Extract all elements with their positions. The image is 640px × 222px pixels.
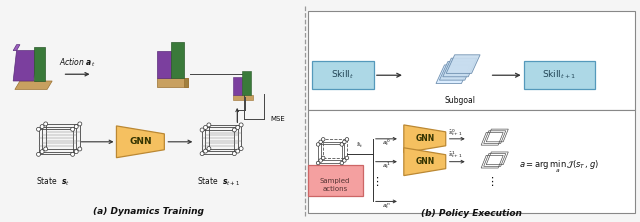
Text: GNN: GNN [129,137,152,146]
Circle shape [204,149,207,153]
Circle shape [70,127,75,131]
Circle shape [74,150,78,154]
Circle shape [36,127,40,131]
Text: State  $\boldsymbol{s}_t$: State $\boldsymbol{s}_t$ [36,175,70,188]
Text: GNN: GNN [415,157,435,166]
Bar [308,165,363,196]
Polygon shape [440,61,474,80]
Polygon shape [233,77,243,95]
Circle shape [232,152,236,156]
Text: State  $\boldsymbol{s}_{t+1}$: State $\boldsymbol{s}_{t+1}$ [196,175,240,188]
Circle shape [345,156,349,160]
Circle shape [36,152,40,156]
Text: MSE: MSE [270,116,285,122]
Text: actions: actions [323,186,348,192]
Circle shape [200,152,204,156]
Circle shape [78,147,82,151]
Circle shape [207,123,211,127]
Text: Sampled: Sampled [320,178,350,184]
Circle shape [204,125,207,129]
Text: $a_t^0$: $a_t^0$ [381,138,390,149]
Polygon shape [13,51,37,81]
Text: $\hat{s}_{t+1}^0$: $\hat{s}_{t+1}^0$ [449,127,463,138]
Circle shape [345,138,349,141]
Polygon shape [443,58,477,77]
Bar [308,110,636,213]
Circle shape [40,150,44,154]
Circle shape [40,125,44,129]
Text: $a = \arg\min_a \,\mathcal{J}(s_T, g)$: $a = \arg\min_a \,\mathcal{J}(s_T, g)$ [520,159,600,175]
Circle shape [70,152,75,156]
Text: $\vdots$: $\vdots$ [486,175,493,188]
Circle shape [321,138,325,141]
Polygon shape [243,71,251,95]
Bar [524,61,595,89]
Polygon shape [233,95,253,100]
Text: $a_t^1$: $a_t^1$ [381,161,390,171]
Text: (a) Dynamics Training: (a) Dynamics Training [93,207,204,216]
Polygon shape [13,45,20,51]
Circle shape [44,147,48,151]
Polygon shape [33,47,45,81]
Text: Subgoal: Subgoal [444,95,475,105]
Text: Skill$_{t+1}$: Skill$_{t+1}$ [542,69,577,81]
Text: Action $\boldsymbol{a}_t$: Action $\boldsymbol{a}_t$ [60,57,96,69]
Circle shape [321,156,325,160]
Circle shape [74,125,78,129]
Text: Skill$_t$: Skill$_t$ [332,69,355,81]
Bar [312,61,374,89]
Circle shape [236,149,240,153]
Circle shape [319,140,323,144]
Polygon shape [446,55,480,73]
Circle shape [342,140,346,144]
Polygon shape [157,78,188,87]
Circle shape [200,128,204,132]
Circle shape [319,159,323,162]
Circle shape [236,125,240,129]
Text: $\hat{s}_t$: $\hat{s}_t$ [356,140,364,150]
Polygon shape [157,51,171,78]
Polygon shape [116,126,164,158]
Polygon shape [171,42,184,78]
Text: (b) Policy Execution: (b) Policy Execution [421,209,522,218]
Circle shape [239,147,243,151]
Text: $\hat{s}_{t+1}^1$: $\hat{s}_{t+1}^1$ [449,150,463,161]
Circle shape [232,128,236,132]
Polygon shape [436,65,470,83]
Circle shape [239,123,243,127]
Circle shape [78,122,82,126]
Bar [308,11,636,110]
Circle shape [316,161,320,165]
Circle shape [340,161,344,165]
Text: $\vdots$: $\vdots$ [371,175,379,188]
Polygon shape [184,78,188,87]
Circle shape [316,143,320,146]
Circle shape [340,143,344,146]
Text: $a_t^n$: $a_t^n$ [381,201,390,211]
Polygon shape [404,148,445,176]
Polygon shape [15,81,52,89]
Polygon shape [404,125,445,153]
Circle shape [207,147,211,151]
Text: $s_t$: $s_t$ [331,169,339,180]
Circle shape [342,159,346,162]
Circle shape [44,122,48,126]
Text: GNN: GNN [415,134,435,143]
